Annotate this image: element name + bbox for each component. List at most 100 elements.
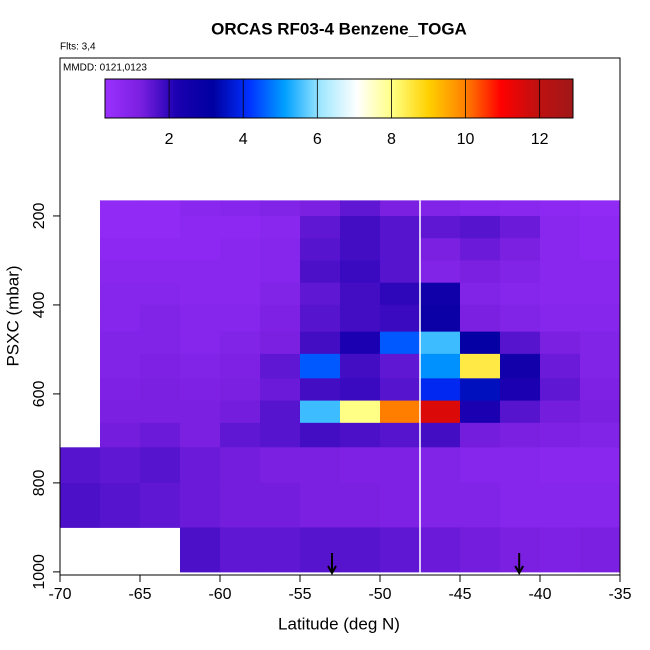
heatmap-cell xyxy=(460,282,501,306)
heatmap-cell xyxy=(340,400,381,424)
chart-title: ORCAS RF03-4 Benzene_TOGA xyxy=(211,19,467,38)
heatmap-cell xyxy=(100,304,141,333)
heatmap-cell xyxy=(300,215,341,239)
heatmap-cell xyxy=(260,527,301,573)
heatmap-cell xyxy=(140,200,181,217)
heatmap-cell xyxy=(140,215,181,239)
heatmap-cell xyxy=(500,353,541,379)
heatmap-cell xyxy=(540,527,581,573)
heatmap-cell xyxy=(420,422,461,448)
heatmap-cell xyxy=(140,378,181,402)
heatmap-cell xyxy=(220,304,261,333)
heatmap-cell xyxy=(260,260,301,284)
heatmap-cell xyxy=(100,260,141,284)
heatmap-cell xyxy=(540,304,581,333)
heatmap-cell xyxy=(340,447,381,484)
heatmap-cell xyxy=(540,353,581,379)
heatmap-cell xyxy=(260,282,301,306)
heatmap-cell xyxy=(460,400,501,424)
heatmap-cell xyxy=(220,447,261,484)
heatmap-cell xyxy=(220,378,261,402)
heatmap-cell xyxy=(460,527,501,573)
heatmap-cell xyxy=(300,331,341,355)
x-tick-label: -40 xyxy=(528,586,551,603)
x-tick-label: -60 xyxy=(208,586,231,603)
heatmap-cell xyxy=(140,482,181,528)
heatmap-cell xyxy=(420,282,461,306)
heatmap-cell xyxy=(300,447,341,484)
x-tick-label: -45 xyxy=(448,586,471,603)
x-axis-label: Latitude (deg N) xyxy=(278,614,400,633)
heatmap-cell xyxy=(500,200,541,217)
heatmap-cell xyxy=(380,378,421,402)
heatmap-cell xyxy=(580,238,621,261)
heatmap-cell xyxy=(420,215,461,239)
heatmap-cell xyxy=(580,447,621,484)
heatmap-cell xyxy=(420,331,461,355)
y-tick-label: 200 xyxy=(31,203,48,230)
heatmap-cell xyxy=(580,304,621,333)
heatmap-cell xyxy=(140,331,181,355)
heatmap-cell xyxy=(580,422,621,448)
heatmap-cell xyxy=(220,238,261,261)
heatmap-cell xyxy=(180,378,221,402)
arrow xyxy=(514,553,525,576)
x-tick-label: -55 xyxy=(288,586,311,603)
heatmap-cell xyxy=(420,482,461,528)
heatmap-cell xyxy=(340,238,381,261)
colorbar-tick-label: 10 xyxy=(457,131,475,148)
x-tick-label: -70 xyxy=(48,586,71,603)
heatmap-cell xyxy=(580,378,621,402)
heatmap-cell xyxy=(420,260,461,284)
heatmap-cell xyxy=(100,482,141,528)
heatmap-cell xyxy=(100,215,141,239)
heatmap-cell xyxy=(260,200,301,217)
heatmap-cell xyxy=(420,304,461,333)
heatmap-cell xyxy=(340,215,381,239)
heatmap-cell xyxy=(340,353,381,379)
heatmap-cell xyxy=(300,304,341,333)
heatmap-cell xyxy=(260,238,301,261)
heatmap-cell xyxy=(340,527,381,573)
heatmap-cell xyxy=(100,378,141,402)
heatmap-cell xyxy=(260,482,301,528)
heatmap-cell xyxy=(220,331,261,355)
heatmap-cell xyxy=(500,422,541,448)
heatmap-cell xyxy=(460,260,501,284)
heatmap-cell xyxy=(180,260,221,284)
heatmap-cell xyxy=(340,422,381,448)
heatmap-cell xyxy=(180,482,221,528)
plot-frame xyxy=(59,57,621,576)
heatmap-cell xyxy=(380,215,421,239)
y-tick-label: 1000 xyxy=(31,554,48,590)
heatmap-cell xyxy=(140,282,181,306)
heatmap-cell xyxy=(460,447,501,484)
heatmap-cell xyxy=(340,331,381,355)
x-tick-label: -65 xyxy=(128,586,151,603)
heatmap-cell xyxy=(380,447,421,484)
heatmap-cell xyxy=(500,282,541,306)
heatmap-cell xyxy=(500,238,541,261)
heatmap-cell xyxy=(540,238,581,261)
heatmap-cell xyxy=(60,482,101,528)
heatmap-cell xyxy=(180,238,221,261)
heatmap-cell xyxy=(140,447,181,484)
heatmap-cell xyxy=(260,353,301,379)
colorbar-tick-label: 12 xyxy=(531,131,549,148)
heatmap-cell xyxy=(300,282,341,306)
heatmap-cell xyxy=(220,215,261,239)
heatmap-cell xyxy=(380,422,421,448)
heatmap-cell xyxy=(140,260,181,284)
heatmap-cell xyxy=(540,400,581,424)
heatmap-cell xyxy=(260,422,301,448)
heatmap-cell xyxy=(340,378,381,402)
heatmap-cell xyxy=(460,353,501,379)
heatmap-cell xyxy=(300,482,341,528)
heatmap-cell xyxy=(500,482,541,528)
heatmap-cell xyxy=(580,282,621,306)
heatmap-cell xyxy=(340,282,381,306)
colorbar-tick-label: 6 xyxy=(313,131,322,148)
heatmap-cell xyxy=(180,447,221,484)
heatmap-cell xyxy=(460,215,501,239)
